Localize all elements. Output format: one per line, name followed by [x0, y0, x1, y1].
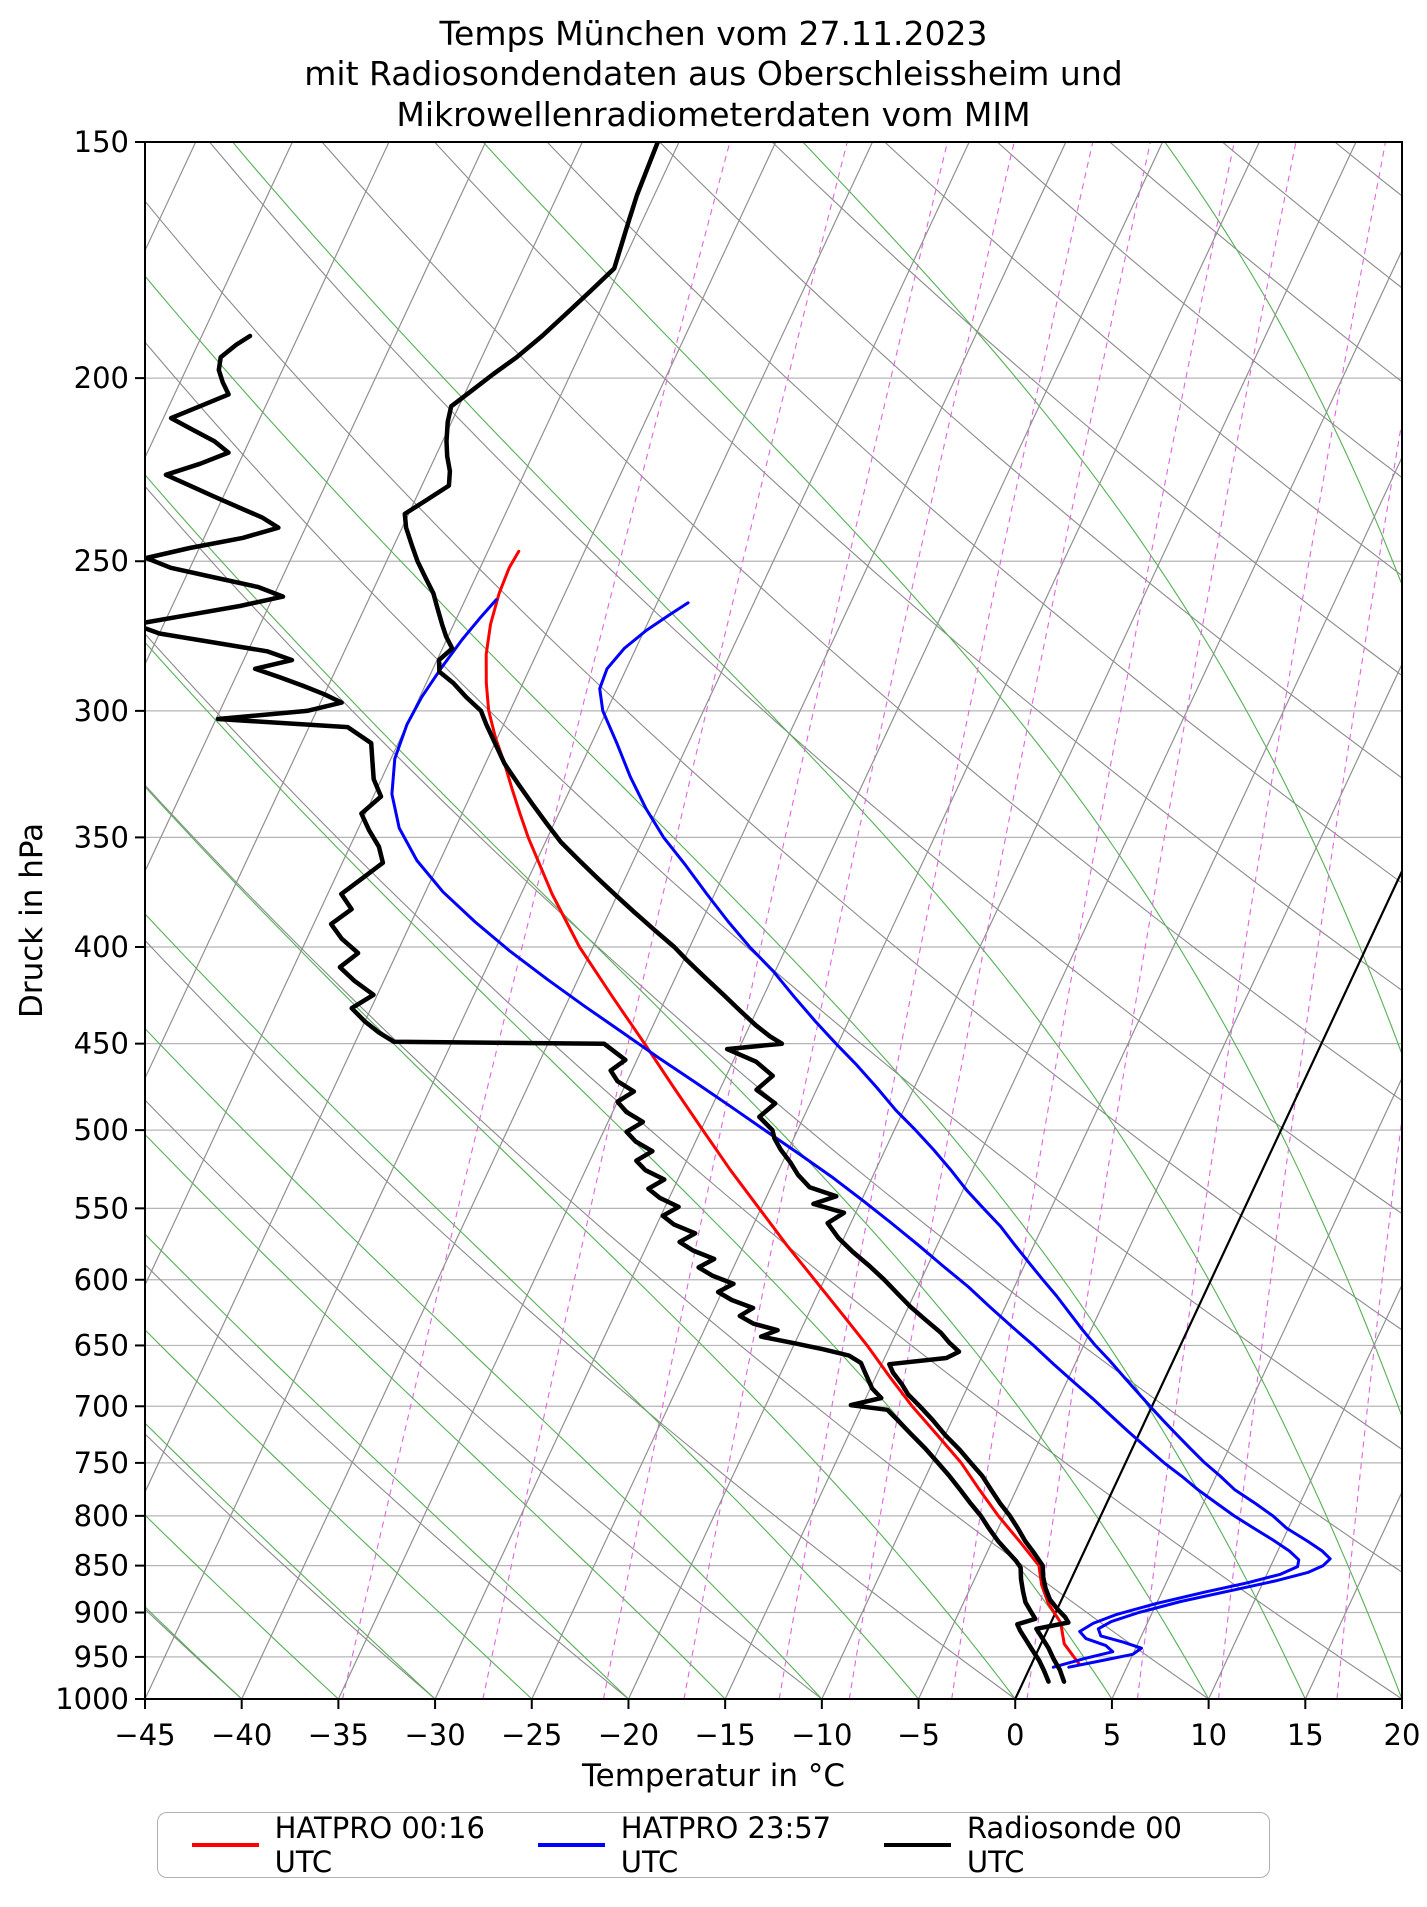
- svg-text:500: 500: [74, 1113, 129, 1147]
- legend-label: Radiosonde 00 UTC: [966, 1811, 1182, 1879]
- svg-text:−15: −15: [695, 1718, 756, 1752]
- svg-text:−30: −30: [404, 1718, 465, 1752]
- svg-text:−20: −20: [598, 1718, 659, 1752]
- chart-title-line-2: mit Radiosondendaten aus Oberschleisshei…: [304, 54, 1123, 94]
- svg-text:15: 15: [1287, 1718, 1324, 1752]
- x-axis-label: Temperatur in °C: [581, 1758, 846, 1794]
- legend-label: HATPRO 00:16 UTC: [274, 1811, 485, 1879]
- svg-text:550: 550: [74, 1191, 129, 1225]
- svg-text:400: 400: [74, 930, 129, 964]
- chart-title-line-3: Mikrowellenradiometerdaten vom MIM: [396, 94, 1031, 134]
- svg-text:−10: −10: [791, 1718, 852, 1752]
- chart-title-line-1: Temps München vom 27.11.2023: [439, 14, 988, 53]
- svg-text:150: 150: [74, 125, 129, 159]
- svg-text:10: 10: [1190, 1718, 1227, 1752]
- svg-text:350: 350: [74, 820, 129, 854]
- svg-text:0: 0: [1006, 1718, 1024, 1752]
- svg-text:450: 450: [74, 1027, 129, 1061]
- svg-text:20: 20: [1384, 1718, 1421, 1752]
- legend-item-radiosonde: Radiosonde 00 UTC: [884, 1811, 1235, 1879]
- svg-text:−45: −45: [114, 1718, 175, 1752]
- legend-item-hatpro-0016: HATPRO 00:16 UTC: [192, 1811, 538, 1879]
- legend-line-swatch-blue: [538, 1843, 605, 1847]
- svg-text:900: 900: [74, 1596, 129, 1630]
- legend-line-swatch-black: [884, 1843, 951, 1847]
- svg-text:−25: −25: [501, 1718, 562, 1752]
- svg-text:−35: −35: [308, 1718, 369, 1752]
- chart-title: Temps München vom 27.11.2023 mit Radioso…: [0, 14, 1427, 135]
- svg-text:300: 300: [74, 694, 129, 728]
- legend-line-swatch-red: [192, 1843, 259, 1847]
- svg-text:750: 750: [74, 1446, 129, 1480]
- svg-text:200: 200: [74, 361, 129, 395]
- svg-text:−40: −40: [211, 1718, 272, 1752]
- svg-text:−5: −5: [897, 1718, 940, 1752]
- svg-text:650: 650: [74, 1328, 129, 1362]
- svg-text:250: 250: [74, 544, 129, 578]
- svg-text:950: 950: [74, 1640, 129, 1674]
- svg-text:850: 850: [74, 1549, 129, 1583]
- legend-label: HATPRO 23:57 UTC: [620, 1811, 832, 1879]
- legend: HATPRO 00:16 UTC HATPRO 23:57 UTC Radios…: [157, 1811, 1270, 1879]
- svg-text:700: 700: [74, 1389, 129, 1423]
- svg-text:800: 800: [74, 1499, 129, 1533]
- svg-text:1000: 1000: [55, 1682, 129, 1716]
- legend-item-hatpro-2357: HATPRO 23:57 UTC: [538, 1811, 884, 1879]
- svg-text:600: 600: [74, 1263, 129, 1297]
- svg-text:5: 5: [1103, 1718, 1121, 1752]
